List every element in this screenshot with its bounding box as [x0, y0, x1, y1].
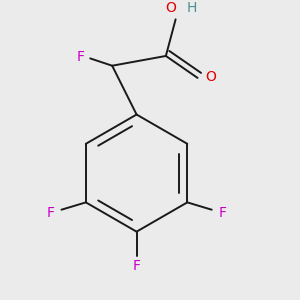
Text: F: F — [76, 50, 84, 64]
Text: F: F — [133, 259, 141, 273]
Text: H: H — [186, 2, 197, 15]
Text: O: O — [206, 70, 216, 84]
Text: F: F — [46, 206, 55, 220]
Text: O: O — [165, 2, 176, 15]
Text: F: F — [219, 206, 227, 220]
